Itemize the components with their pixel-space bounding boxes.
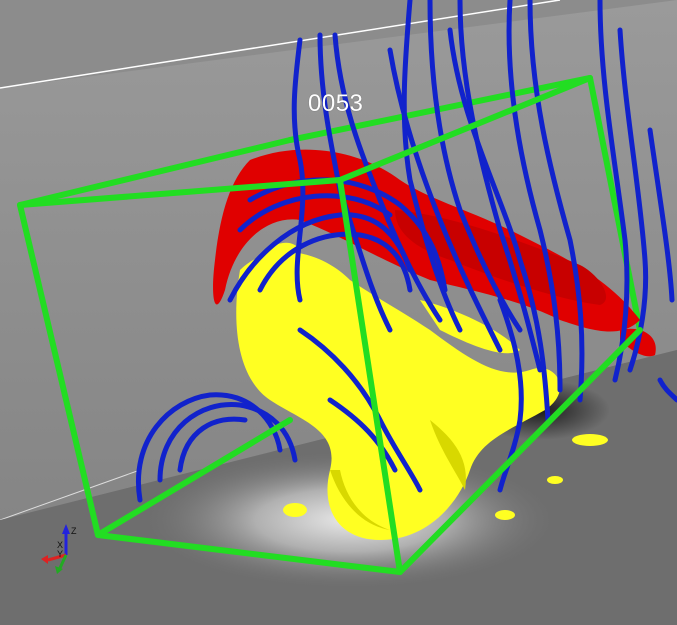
frame-counter-label: 0053 — [308, 90, 364, 117]
wall-edge-line-2 — [0, 469, 141, 521]
axis-y-label: Y — [57, 549, 63, 559]
wall-edge-line — [0, 0, 561, 89]
orientation-axes-triad — [41, 524, 70, 574]
green-bounding-box-back — [17, 75, 643, 333]
axis-z-label: Z — [71, 526, 77, 536]
green-bounding-box — [17, 75, 643, 575]
yellow-isosurface-shading — [330, 420, 466, 530]
blue-magnetic-field-lines — [136, 0, 677, 503]
axis-x-label: X — [57, 540, 63, 550]
